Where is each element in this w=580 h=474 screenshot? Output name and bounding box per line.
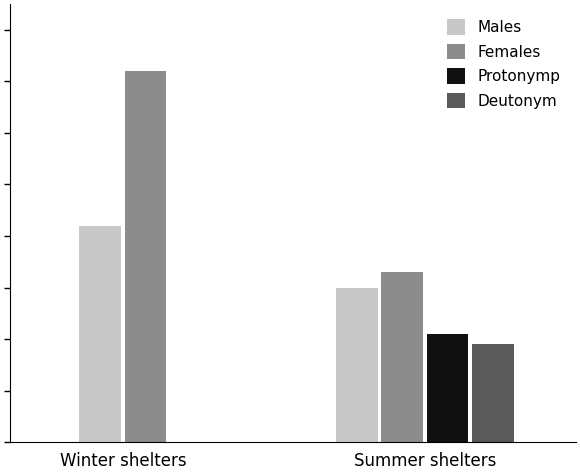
Bar [427, 334, 468, 442]
Bar [125, 71, 166, 442]
Bar [472, 344, 514, 442]
Bar [336, 288, 378, 442]
Bar [382, 272, 423, 442]
Legend: Males, Females, Protonymp, Deutonym: Males, Females, Protonymp, Deutonym [440, 12, 568, 116]
Bar [79, 226, 121, 442]
